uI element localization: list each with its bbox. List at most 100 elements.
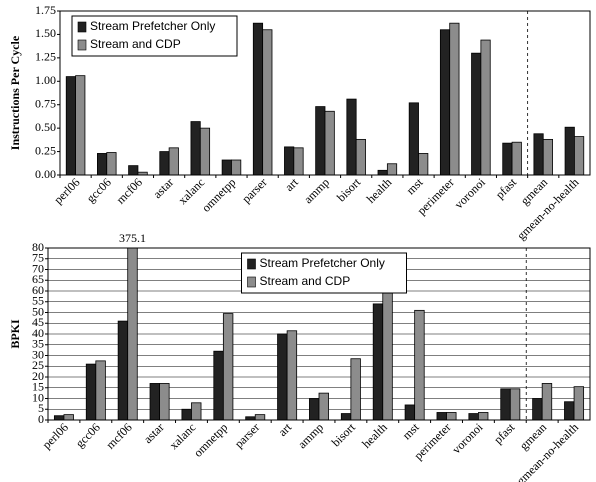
legend-swatch bbox=[247, 258, 256, 270]
x-tick-label: mst bbox=[403, 175, 426, 198]
bar bbox=[446, 412, 457, 420]
bar bbox=[564, 126, 575, 175]
value-label: 375.1 bbox=[119, 231, 146, 245]
x-tick-label: voronoi bbox=[449, 420, 486, 457]
bar bbox=[436, 412, 447, 420]
y-tick-label: 75 bbox=[32, 251, 44, 265]
bars bbox=[53, 248, 585, 420]
bar bbox=[478, 412, 489, 420]
y-tick-label: 50 bbox=[32, 304, 44, 318]
y-tick-label: 1.75 bbox=[35, 3, 56, 17]
bar bbox=[350, 358, 361, 420]
bar bbox=[355, 138, 366, 175]
bar bbox=[309, 398, 320, 420]
x-tick-label: perl06 bbox=[39, 420, 71, 452]
x-tick-label: omnetpp bbox=[199, 175, 239, 215]
bar bbox=[221, 159, 232, 175]
bar bbox=[85, 363, 97, 420]
y-tick-label: 40 bbox=[32, 326, 44, 340]
x-tick-label: astar bbox=[141, 420, 167, 446]
y-tick-label: 1.50 bbox=[35, 26, 56, 40]
bar bbox=[468, 413, 479, 420]
bar bbox=[252, 22, 264, 175]
legend: Stream Prefetcher Only Stream and CDP bbox=[241, 252, 407, 294]
x-tick-label: mcf06 bbox=[103, 420, 135, 452]
y-tick-label: 45 bbox=[32, 315, 44, 329]
x-tick-label: parser bbox=[232, 420, 263, 451]
y-tick-label: 1.00 bbox=[35, 73, 56, 87]
bar bbox=[439, 29, 451, 175]
x-tick-label: mcf06 bbox=[113, 175, 145, 207]
y-tick-label: 5 bbox=[38, 401, 44, 415]
bar bbox=[480, 39, 491, 175]
bar bbox=[471, 52, 482, 175]
bar bbox=[75, 75, 86, 175]
x-tick-label: ammp bbox=[301, 175, 332, 206]
y-tick-label: 55 bbox=[32, 294, 44, 308]
bar bbox=[542, 138, 553, 175]
legend-label: Stream Prefetcher Only bbox=[90, 19, 215, 33]
bar bbox=[181, 408, 192, 420]
x-tick-label: gcc06 bbox=[73, 420, 103, 450]
x-tick-label: art bbox=[282, 175, 301, 194]
bar bbox=[509, 388, 521, 420]
bar bbox=[533, 133, 544, 175]
x-tick-label: bisort bbox=[334, 175, 364, 205]
bar bbox=[372, 303, 384, 420]
x-tick-label: mst bbox=[400, 420, 423, 443]
x-tick-label: ammp bbox=[295, 420, 326, 451]
bar bbox=[168, 147, 179, 175]
y-tick-label: 80 bbox=[32, 240, 44, 254]
bar bbox=[95, 360, 106, 420]
bar bbox=[541, 383, 553, 420]
bar bbox=[286, 330, 298, 420]
bar bbox=[128, 165, 139, 175]
bar bbox=[277, 333, 288, 420]
y-tick-label: 0.25 bbox=[35, 143, 56, 157]
legend-label: Stream and CDP bbox=[90, 37, 181, 51]
x-tick-label: health bbox=[359, 420, 390, 451]
bar bbox=[149, 383, 160, 420]
x-tick-label: health bbox=[364, 175, 395, 206]
bar bbox=[191, 402, 202, 420]
bar bbox=[500, 388, 511, 420]
legend-swatch bbox=[77, 21, 87, 33]
y-tick-label: 20 bbox=[32, 369, 44, 383]
x-tick-label: astar bbox=[150, 175, 176, 201]
bar bbox=[382, 292, 393, 420]
bar bbox=[231, 159, 242, 175]
bar bbox=[97, 153, 108, 175]
bar bbox=[502, 142, 513, 175]
legend-swatch bbox=[77, 39, 87, 51]
bar bbox=[408, 102, 419, 175]
bar bbox=[65, 76, 76, 175]
bar bbox=[318, 392, 329, 420]
y-tick-label: 25 bbox=[32, 358, 44, 372]
bar bbox=[254, 414, 266, 420]
bar bbox=[222, 313, 234, 420]
y-tick-label: 65 bbox=[32, 272, 44, 286]
plot-frame bbox=[47, 247, 591, 421]
y-axis-label: Instructions Per Cycle bbox=[8, 35, 22, 150]
bar bbox=[63, 414, 74, 420]
x-tick-label: pfast bbox=[491, 420, 518, 447]
legend-box bbox=[241, 252, 407, 294]
bar bbox=[262, 29, 273, 175]
y-tick-label: 0 bbox=[38, 412, 44, 426]
legend-label: Stream Prefetcher Only bbox=[260, 256, 385, 270]
y-tick-label: 30 bbox=[32, 347, 44, 361]
bar bbox=[511, 141, 522, 175]
x-tick-label: pfast bbox=[493, 175, 520, 202]
x-tick-label: bisort bbox=[329, 420, 359, 450]
legend-swatch bbox=[247, 276, 256, 288]
bar bbox=[159, 151, 170, 175]
y-tick-label: 0.50 bbox=[35, 120, 56, 134]
bar bbox=[117, 320, 129, 420]
bar bbox=[190, 121, 201, 175]
bar bbox=[324, 110, 335, 175]
plot-frame bbox=[59, 10, 591, 176]
y-axis-label: BPKI bbox=[8, 319, 22, 349]
bar bbox=[404, 404, 416, 420]
bar bbox=[159, 383, 170, 420]
